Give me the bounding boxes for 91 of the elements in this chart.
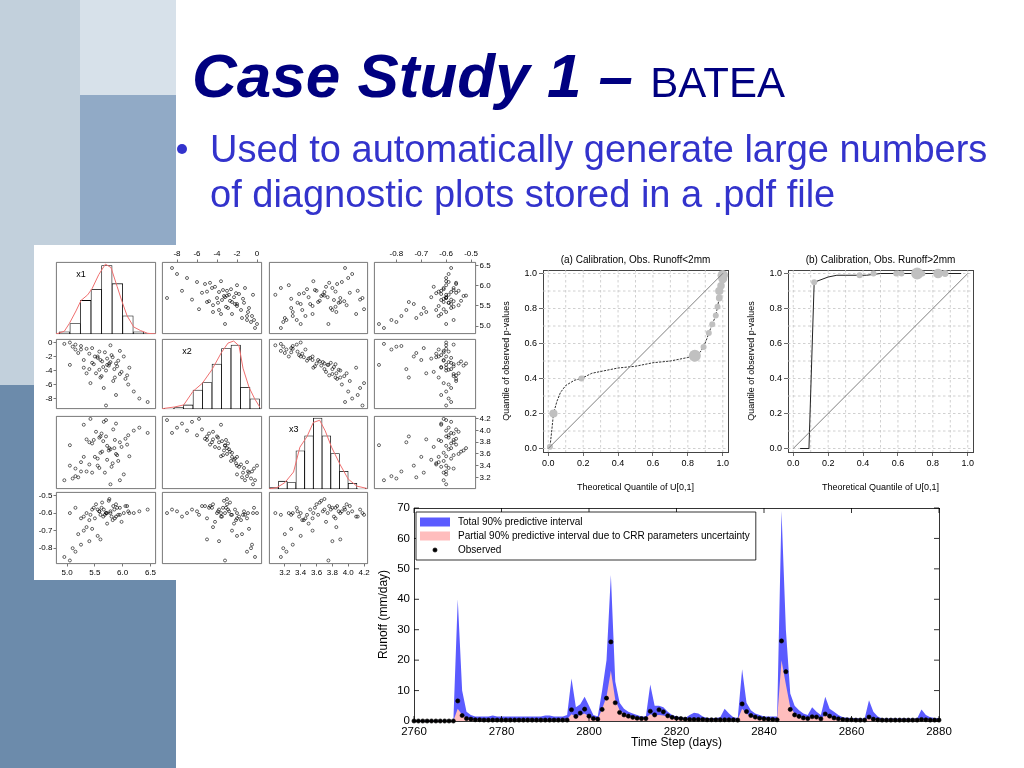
y-tick-label: 3.2 xyxy=(479,472,492,482)
y-tick-label: 0 xyxy=(403,714,410,727)
y-tick-label: 50 xyxy=(397,562,410,575)
legend-label: Total 90% predictive interval xyxy=(458,515,583,527)
y-tick-label: -0.6 xyxy=(38,508,54,518)
y-tick-label: 30 xyxy=(397,622,410,635)
x-tick-label: 2860 xyxy=(838,725,865,738)
y-axis-title: Quantile of observed p-values xyxy=(500,300,511,421)
y-tick-label: 0.0 xyxy=(524,442,537,453)
x-tick-label: 2820 xyxy=(663,725,690,738)
x-axis-title: Time Step (days) xyxy=(631,735,722,750)
y-axis-title: Quantile of observed p-values xyxy=(745,300,756,421)
y-tick-label: -6 xyxy=(45,379,54,389)
x-tick-label: 0.0 xyxy=(541,457,555,468)
text: x3 xyxy=(288,423,299,434)
x-tick-label: 5.0 xyxy=(61,567,74,577)
text: Case Study 1 – BATEA xyxy=(192,41,785,110)
y-tick-label: 0.8 xyxy=(769,302,782,313)
y-axis-title: Runoff (mm/day) xyxy=(375,569,390,660)
y-tick-label: 0.8 xyxy=(524,302,537,313)
x-tick-label: 2880 xyxy=(926,725,952,738)
x-tick-label: 0.2 xyxy=(821,457,835,468)
x-tick-label: 1.0 xyxy=(716,457,730,468)
legend-label: Observed xyxy=(458,543,502,555)
y-tick-label: -8 xyxy=(45,393,54,403)
y-tick-label: 0.6 xyxy=(769,337,782,348)
y-tick-label: 0.2 xyxy=(524,407,537,418)
x-tick-label: 4.2 xyxy=(358,567,371,577)
y-tick-label: 6.5 xyxy=(479,261,492,271)
y-tick-label: -0.7 xyxy=(38,525,54,535)
y-tick-label: -4 xyxy=(45,365,54,375)
x-tick-label: 3.4 xyxy=(295,567,307,577)
y-tick-label: 20 xyxy=(397,653,410,666)
y-tick-label: 0.2 xyxy=(769,407,782,418)
y-tick-label: 0.6 xyxy=(524,337,537,348)
y-tick-label: 3.6 xyxy=(479,449,492,459)
x-tick-label: 0.4 xyxy=(856,457,870,468)
y-tick-label: 6.0 xyxy=(479,281,492,291)
x-tick-label: -0.6 xyxy=(439,248,454,258)
chart-title: (a) Calibration, Obs. Runoff<2mm xyxy=(560,253,711,265)
x-tick-label: 6.0 xyxy=(117,567,129,577)
text: Used to automatically generate large numbers of diagnostic plots stored in a .pdf file xyxy=(210,128,988,215)
y-tick-label: 4.2 xyxy=(479,414,492,424)
x-axis-title: Theoretical Quantile of U[0,1] xyxy=(576,482,695,493)
y-tick-label: 1.0 xyxy=(769,267,782,278)
x-tick-label: 3.6 xyxy=(310,567,323,577)
x-tick-label: 0.6 xyxy=(646,457,660,468)
y-tick-label: -2 xyxy=(45,351,54,361)
x-tick-label: 0.8 xyxy=(681,457,695,468)
x-tick-label: 1.0 xyxy=(961,457,975,468)
x-tick-label: -0.5 xyxy=(464,248,479,258)
y-tick-label: 60 xyxy=(397,531,410,544)
x-axis-title: Theoretical Quantile of U[0,1] xyxy=(821,482,940,493)
x-tick-label: 0.0 xyxy=(786,457,800,468)
y-tick-label: -0.8 xyxy=(38,543,54,553)
legend-label: Partial 90% predictive interval due to CRR parameters uncertainty xyxy=(458,529,750,541)
x-tick-label: 0.2 xyxy=(576,457,590,468)
x-tick-label: -8 xyxy=(173,248,182,258)
chart-title: (b) Calibration, Obs. Runoff>2mm xyxy=(805,253,956,265)
y-tick-label: 10 xyxy=(397,683,410,696)
x-tick-label: 0.8 xyxy=(926,457,940,468)
x-tick-label: 3.8 xyxy=(326,567,339,577)
y-tick-label: 70 xyxy=(397,501,410,514)
x-tick-label: -0.7 xyxy=(414,248,429,258)
x-tick-label: 3.2 xyxy=(279,567,291,577)
x-tick-label: 4.0 xyxy=(342,567,355,577)
x-tick-label: 0.4 xyxy=(611,457,625,468)
x-tick-label: 5.5 xyxy=(89,567,101,577)
y-tick-label: 5.5 xyxy=(479,301,492,311)
x-tick-label: -2 xyxy=(233,248,242,258)
y-tick-label: 0 xyxy=(48,337,54,347)
x-tick-label: 0.6 xyxy=(891,457,905,468)
y-tick-label: 40 xyxy=(397,592,410,605)
x-tick-label: 2760 xyxy=(401,725,427,738)
x-tick-label: 6.5 xyxy=(144,567,157,577)
y-tick-label: 5.0 xyxy=(479,321,492,331)
y-tick-label: 0.0 xyxy=(769,442,782,453)
y-tick-label: -0.5 xyxy=(38,490,54,500)
y-tick-label: 3.8 xyxy=(479,437,492,447)
text: x1 xyxy=(76,269,86,280)
y-tick-label: 1.0 xyxy=(524,267,537,278)
y-tick-label: 4.0 xyxy=(479,425,492,435)
x-tick-label: -6 xyxy=(193,248,202,258)
x-tick-label: -4 xyxy=(213,248,222,258)
x-tick-label: 2780 xyxy=(488,725,515,738)
text: x2 xyxy=(182,346,192,357)
x-tick-label: 2800 xyxy=(576,725,602,738)
x-tick-label: 0 xyxy=(254,248,260,258)
y-tick-label: 0.4 xyxy=(769,372,782,383)
x-tick-label: 2840 xyxy=(751,725,777,738)
y-tick-label: 0.4 xyxy=(524,372,537,383)
